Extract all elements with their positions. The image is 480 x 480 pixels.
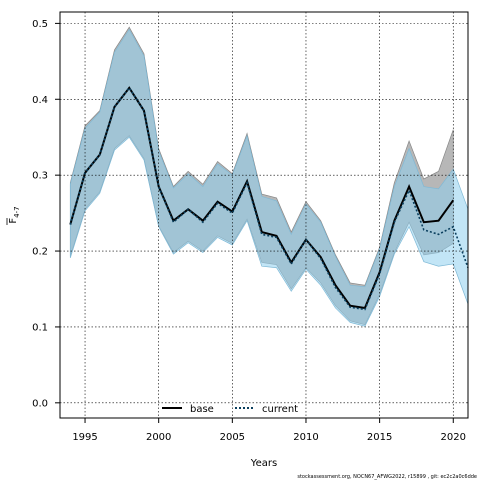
plot-area: [59, 11, 469, 419]
x-tick-label-2020: 2020: [441, 432, 466, 443]
x-tick-label-2005: 2005: [220, 432, 245, 443]
grid-lines: [60, 12, 468, 418]
svg-text:F4-7: F4-7: [8, 206, 21, 223]
confidence-bands: [69, 26, 469, 327]
plot-frame: [59, 11, 469, 419]
x-tick-label-2015: 2015: [367, 432, 392, 443]
y-axis-title: F4-7: [6, 206, 21, 225]
legend: base current: [162, 404, 298, 415]
y-axis-title-sub: 4-7: [13, 206, 21, 217]
y-tick-label-0.4: 0.4: [32, 95, 48, 106]
x-axis: 1995 2000 2005 2010 2015 2020: [72, 418, 466, 443]
y-tick-label-0.2: 0.2: [32, 247, 48, 258]
y-tick-label-0.1: 0.1: [32, 322, 48, 333]
x-axis-title: Years: [250, 458, 277, 469]
series-lines: [69, 86, 469, 311]
legend-label-base: base: [190, 404, 214, 415]
series-line-current: [69, 86, 469, 311]
footer-text: stockassessment.org, NOCN67_AFWG2022, r1…: [297, 474, 477, 480]
x-tick-label-2010: 2010: [293, 432, 318, 443]
y-tick-label-0.0: 0.0: [32, 398, 48, 409]
legend-label-current: current: [262, 404, 298, 415]
y-tick-label-0.5: 0.5: [32, 19, 48, 30]
confidence-band-current: [69, 28, 469, 327]
x-tick-label-2000: 2000: [146, 432, 171, 443]
y-tick-label-0.3: 0.3: [32, 171, 48, 182]
y-axis: 0.0 0.1 0.2 0.3 0.4 0.5: [32, 19, 60, 409]
y-axis-title-main: F: [8, 218, 19, 224]
x-tick-label-1995: 1995: [72, 432, 97, 443]
